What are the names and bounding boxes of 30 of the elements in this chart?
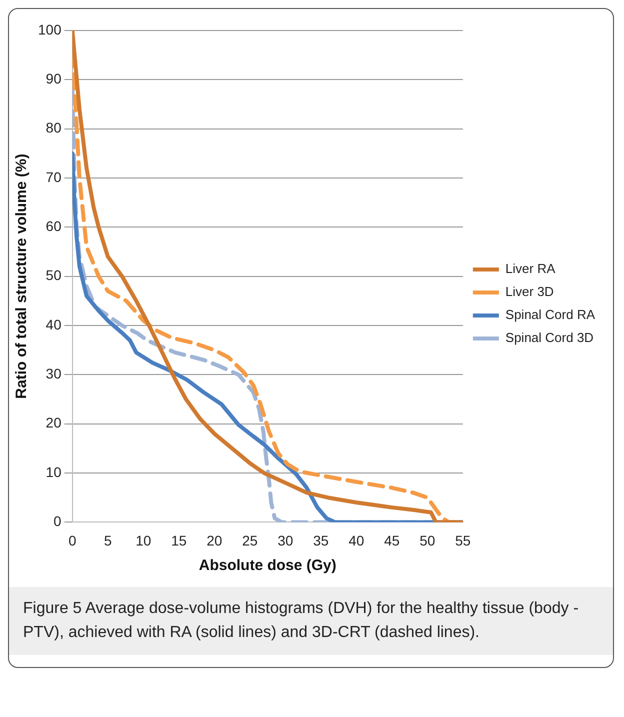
caption: Figure 5 Average dose-volume histograms (DVH) for the healthy tissue (body -PTV), achieved with RA (solid lines) and 3D-CRT (dashed lines). <box>23 599 580 643</box>
x-tick-label: 50 <box>420 532 436 548</box>
x-tick-label: 45 <box>384 532 400 548</box>
y-tick-label: 50 <box>46 267 62 284</box>
legend-label: Liver 3D <box>505 284 554 300</box>
legend-label: Liver RA <box>505 261 556 276</box>
legend-label: Spinal Cord 3D <box>505 330 594 346</box>
y-tick-label: 10 <box>46 464 62 480</box>
x-tick-label: 25 <box>242 532 258 548</box>
y-axis-title: Ratio of total structure volume (%) <box>13 154 30 399</box>
x-tick-label: 35 <box>313 532 329 548</box>
y-tick-label: 80 <box>46 120 62 136</box>
x-tick-label: 30 <box>278 532 294 548</box>
y-tick-label: 20 <box>46 414 62 431</box>
y-tick-label: 0 <box>54 513 62 530</box>
y-tick-label: 40 <box>46 316 62 332</box>
legend-label: Spinal Cord RA <box>505 307 596 322</box>
x-tick-label: 10 <box>136 532 152 548</box>
x-axis-title: Absolute dose (Gy) <box>198 557 336 574</box>
y-tick-label: 90 <box>46 70 62 86</box>
y-tick-label: 100 <box>38 21 62 38</box>
y-tick-label: 30 <box>46 366 62 382</box>
y-tick-label: 60 <box>46 218 62 234</box>
x-tick-label: 20 <box>206 532 222 548</box>
x-tick-label: 0 <box>68 532 76 548</box>
x-tick-label: 40 <box>348 532 364 548</box>
x-tick-label: 15 <box>171 532 187 548</box>
x-tick-label: 5 <box>104 532 112 548</box>
y-tick-label: 70 <box>46 168 62 185</box>
x-tick-label: 55 <box>455 532 471 548</box>
